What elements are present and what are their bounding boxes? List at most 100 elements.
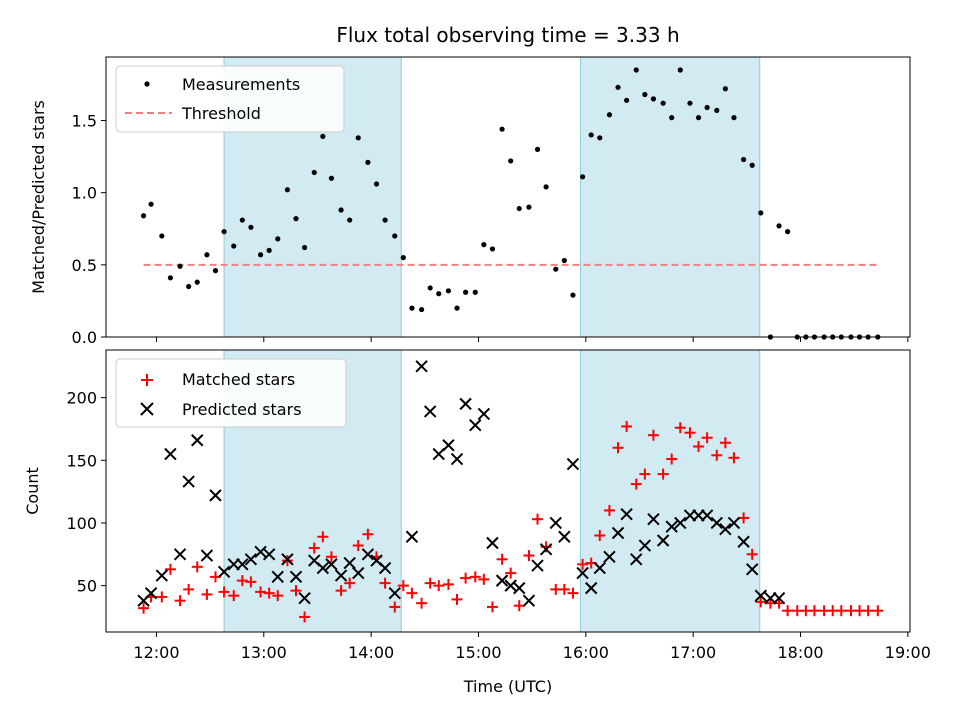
predicted-point xyxy=(405,530,419,543)
matched-point xyxy=(263,587,275,599)
predicted-point xyxy=(271,570,284,584)
measurement-point xyxy=(588,132,594,138)
predicted-point xyxy=(522,594,536,607)
matched-point xyxy=(612,442,624,454)
measurement-point xyxy=(785,229,791,235)
top-title: Flux total observing time = 3.33 h xyxy=(336,23,679,47)
predicted-point xyxy=(289,570,303,584)
measurement-point xyxy=(140,213,147,219)
measurement-point xyxy=(418,306,425,313)
measurement-point xyxy=(436,291,442,297)
predicted-point xyxy=(144,586,158,600)
bottom-x-tick-label: 17:00 xyxy=(670,643,716,662)
measurement-point xyxy=(148,201,154,207)
matched-point xyxy=(719,437,731,449)
top-y-tick-label: 1.0 xyxy=(72,184,97,203)
bottom-x-tick-label: 19:00 xyxy=(885,643,931,662)
measurement-point xyxy=(293,216,299,222)
top-axes-frame xyxy=(105,56,911,338)
measurement-point xyxy=(445,288,452,294)
matched-point xyxy=(416,597,428,609)
matched-point xyxy=(567,587,579,599)
matched-point xyxy=(505,567,517,579)
measurement-point xyxy=(167,275,174,281)
matched-point xyxy=(433,580,445,592)
measurement-point xyxy=(177,263,183,269)
predicted-point xyxy=(388,586,401,600)
predicted-point xyxy=(603,550,616,564)
predicted-point xyxy=(450,452,464,466)
measurement-point xyxy=(642,91,648,98)
top-y-axis-label: Matched/Predicted stars xyxy=(29,100,48,294)
measurement-point xyxy=(472,289,478,295)
predicted-point xyxy=(700,509,714,522)
bottom-y-tick-label: 50 xyxy=(77,577,97,596)
measurement-point xyxy=(741,156,747,163)
measurement-point xyxy=(624,97,630,103)
predicted-point xyxy=(611,526,625,540)
predicted-point xyxy=(576,566,589,580)
predicted-point xyxy=(262,548,276,561)
bottom-x-tick-label: 12:00 xyxy=(133,643,179,662)
matched-point xyxy=(603,504,615,516)
predicted-point xyxy=(549,516,562,530)
measurement-point xyxy=(427,285,433,291)
matched-point xyxy=(164,563,176,575)
predicted-point xyxy=(531,559,544,572)
predicted-point xyxy=(325,558,338,571)
predicted-point xyxy=(513,581,526,595)
matched-point xyxy=(808,605,820,617)
matched-point xyxy=(352,540,364,552)
matched-point xyxy=(201,588,213,600)
legend-measurements-label: Measurements xyxy=(182,75,300,94)
matched-point xyxy=(835,605,847,617)
predicted-point xyxy=(469,418,482,432)
matched-point xyxy=(621,420,633,432)
bottom-y-tick-label: 150 xyxy=(66,451,97,470)
matched-point xyxy=(335,585,347,597)
predicted-point xyxy=(281,553,294,566)
predicted-point xyxy=(334,569,348,582)
measurement-point xyxy=(320,133,326,139)
matched-point xyxy=(486,601,498,613)
matched-point xyxy=(496,553,508,565)
matched-point xyxy=(746,548,758,560)
matched-point xyxy=(755,596,767,608)
matched-point xyxy=(308,542,320,554)
measurement-point xyxy=(499,126,505,132)
matched-point xyxy=(272,590,284,602)
predicted-point xyxy=(495,574,509,587)
predicted-point xyxy=(164,447,177,461)
predicted-point xyxy=(772,591,786,605)
top-y-tick-label: 0.5 xyxy=(72,256,97,275)
matched-point xyxy=(577,558,589,570)
predicted-point xyxy=(504,579,517,592)
matched-point xyxy=(451,593,463,605)
matched-point xyxy=(317,531,329,543)
predicted-point xyxy=(656,534,670,547)
matched-point xyxy=(138,602,150,614)
top-legend: Measurements Threshold xyxy=(115,65,345,133)
predicted-point xyxy=(647,512,660,526)
matched-point xyxy=(325,551,337,563)
predicted-point xyxy=(442,439,455,452)
top-plot-marks xyxy=(140,67,881,340)
predicted-point xyxy=(727,516,741,530)
predicted-point xyxy=(638,539,652,552)
measurement-point xyxy=(248,224,254,230)
predicted-point xyxy=(432,447,445,461)
bottom-y-tick-label: 200 xyxy=(66,389,97,408)
measurement-point xyxy=(606,112,613,118)
measurement-point xyxy=(543,184,549,190)
bottom-panel: 50 100 150 200 12:00 13:00 14:00 15:00 16:00 17:… xyxy=(23,349,931,696)
bottom-x-tick-label: 15:00 xyxy=(455,643,501,662)
predicted-point xyxy=(477,407,491,421)
measurement-point xyxy=(526,204,532,210)
bottom-legend: Matched stars Predicted stars xyxy=(115,358,347,428)
measurement-point xyxy=(347,217,353,223)
bottom-x-axis-label: Time (UTC) xyxy=(463,677,552,696)
measurement-point xyxy=(516,205,522,212)
shaded-region xyxy=(579,56,761,338)
measurement-point xyxy=(301,244,308,251)
matched-point xyxy=(290,585,302,597)
